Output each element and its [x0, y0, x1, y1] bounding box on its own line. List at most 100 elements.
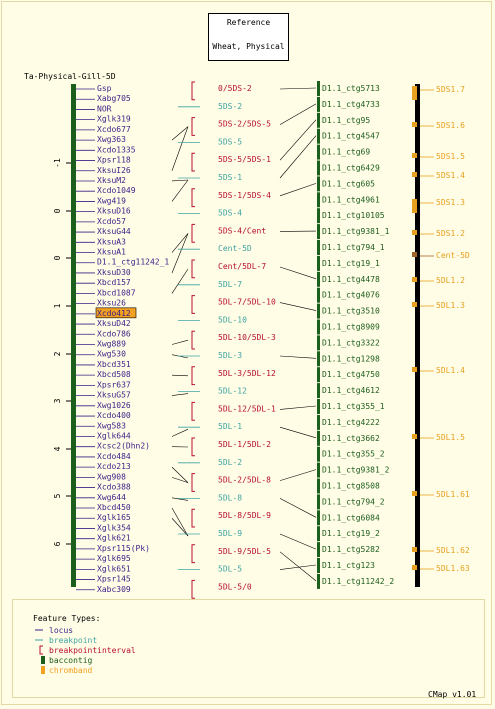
locus-label[interactable]: Xpsr118	[97, 156, 131, 165]
breakpoint-label[interactable]: 5DS-5	[218, 137, 242, 146]
breakpointinterval-label[interactable]: 5DL-10/5DL-3	[218, 333, 276, 342]
locus-label[interactable]: Xwg583	[97, 421, 126, 430]
locus-label[interactable]: Xcsc2(Dhn2)	[97, 442, 150, 451]
baccontig-label[interactable]: D1.1_ctg19_2	[322, 529, 380, 538]
locus-label[interactable]: Xcdo1049	[97, 186, 136, 195]
chromband-label[interactable]: 5DS1.3	[436, 198, 465, 207]
locus-label[interactable]: Xcdo213	[97, 462, 131, 471]
baccontig-label[interactable]: D1.1_ctg9381_2	[322, 466, 390, 475]
breakpoint-label[interactable]: 5DS-2	[218, 102, 242, 111]
locus-label[interactable]: XksuD42	[97, 319, 131, 328]
locus-label[interactable]: Xglk354	[97, 523, 131, 532]
baccontig-label[interactable]: D1.1_ctg355_2	[322, 450, 385, 459]
locus-label[interactable]: Xpsr637	[97, 380, 131, 389]
chromband-label[interactable]: 5DL1.63	[436, 564, 470, 573]
breakpointinterval-label[interactable]: 5DL-12/5DL-1	[218, 404, 276, 413]
baccontig-label[interactable]: D1.1_ctg4478	[322, 275, 380, 284]
baccontig-label[interactable]: D1.1_ctg11242_2	[322, 577, 394, 586]
locus-label[interactable]: Xglk695	[97, 554, 131, 563]
locus-label[interactable]: Xbcd351	[97, 360, 131, 369]
baccontig-label[interactable]: D1.1_ctg10105	[322, 211, 385, 220]
breakpointinterval-label[interactable]: 5DS-5/5DS-1	[218, 155, 271, 164]
chromband-label[interactable]: 5DL1.2	[436, 276, 465, 285]
baccontig-label[interactable]: D1.1_ctg4612	[322, 386, 380, 395]
baccontig-label[interactable]: D1.1_ctg1298	[322, 354, 380, 363]
baccontig-label[interactable]: D1.1_ctg6084	[322, 513, 380, 522]
breakpoint-label[interactable]: 5DL-2	[218, 458, 242, 467]
baccontig-label[interactable]: D1.1_ctg4076	[322, 291, 380, 300]
locus-label[interactable]: Xglk165	[97, 513, 131, 522]
breakpoint-label[interactable]: 5DL-12	[218, 387, 247, 396]
baccontig-label[interactable]: D1.1_ctg4222	[322, 418, 380, 427]
breakpoint-label[interactable]: 5DL-1	[218, 422, 242, 431]
locus-label[interactable]: Xbcd508	[97, 370, 131, 379]
locus-label[interactable]: Xcdo400	[97, 411, 131, 420]
baccontig-label[interactable]: D1.1_ctg8909	[322, 323, 380, 332]
baccontig-label[interactable]: D1.1_ctg605	[322, 179, 375, 188]
locus-label[interactable]: XksuD16	[97, 207, 131, 216]
locus-label[interactable]: Xcdo677	[97, 125, 131, 134]
baccontig-label[interactable]: D1.1_ctg6429	[322, 164, 380, 173]
breakpoint-label[interactable]: Cent-5D	[218, 244, 252, 253]
chromband-label[interactable]: 5DS1.4	[436, 171, 465, 180]
breakpointinterval-label[interactable]: 5DL-8/5DL-9	[218, 511, 271, 520]
baccontig-label[interactable]: D1.1_ctg4961	[322, 195, 380, 204]
locus-label[interactable]: Xwg1026	[97, 401, 131, 410]
locus-label[interactable]: Xglk651	[97, 564, 131, 573]
breakpoint-label[interactable]: 5DL-7	[218, 280, 242, 289]
chromband-label[interactable]: 5DS1.6	[436, 121, 465, 130]
locus-label[interactable]: Xcdo57	[97, 217, 126, 226]
baccontig-label[interactable]: D1.1_ctg123	[322, 561, 375, 570]
breakpointinterval-label[interactable]: 0/5DS-2	[218, 84, 252, 93]
locus-label[interactable]: XksuG44	[97, 227, 131, 236]
baccontig-label[interactable]: D1.1_ctg5282	[322, 545, 380, 554]
breakpoint-label[interactable]: 5DL-10	[218, 315, 247, 324]
chromband-label[interactable]: 5DS1.5	[436, 152, 465, 161]
locus-label[interactable]: XksuM2	[97, 176, 126, 185]
locus-label[interactable]: Xbcd450	[97, 503, 131, 512]
breakpoint-label[interactable]: 5DL-8	[218, 493, 242, 502]
breakpointinterval-label[interactable]: 5DL-7/5DL-10	[218, 298, 276, 307]
locus-label[interactable]: NOR	[97, 104, 112, 113]
baccontig-label[interactable]: D1.1_ctg5713	[322, 84, 380, 93]
locus-label[interactable]: Xglk621	[97, 534, 131, 543]
locus-label[interactable]: Xcdo412	[97, 309, 131, 318]
locus-label[interactable]: Xwg908	[97, 472, 126, 481]
locus-label[interactable]: XksuA3	[97, 237, 126, 246]
locus-label[interactable]: Xabc309	[97, 585, 131, 594]
breakpointinterval-label[interactable]: 5DL-1/5DL-2	[218, 440, 271, 449]
locus-label[interactable]: XksuD30	[97, 268, 131, 277]
chromband-label[interactable]: 5DS1.7	[436, 85, 465, 94]
breakpointinterval-label[interactable]: 5DS-1/5DS-4	[218, 191, 271, 200]
baccontig-label[interactable]: D1.1_ctg3662	[322, 434, 380, 443]
locus-label[interactable]: Gsp	[97, 84, 112, 93]
chromband-label[interactable]: 5DL1.62	[436, 546, 470, 555]
locus-label[interactable]: Xcdo1335	[97, 145, 136, 154]
chromband-label[interactable]: 5DL1.4	[436, 366, 465, 375]
breakpointinterval-label[interactable]: Cent/5DL-7	[218, 262, 266, 271]
breakpointinterval-label[interactable]: 5DL-3/5DL-12	[218, 369, 276, 378]
baccontig-label[interactable]: D1.1_ctg794_2	[322, 497, 385, 506]
map-title[interactable]: Ta-Physical-Gill-5D	[24, 72, 116, 81]
chromband-label[interactable]: 5DL1.5	[436, 433, 465, 442]
locus-label[interactable]: Xglk644	[97, 431, 131, 440]
baccontig-label[interactable]: D1.1_ctg4750	[322, 370, 380, 379]
locus-label[interactable]: Xcdo786	[97, 329, 131, 338]
baccontig-label[interactable]: D1.1_ctg355_1	[322, 402, 385, 411]
breakpoint-label[interactable]: 5DL-5	[218, 565, 242, 574]
baccontig-label[interactable]: D1.1_ctg95	[322, 116, 370, 125]
locus-label[interactable]: Xbcd1087	[97, 288, 136, 297]
baccontig-label[interactable]: D1.1_ctg4733	[322, 100, 380, 109]
chromosome-backbone[interactable]	[71, 84, 76, 587]
baccontig-label[interactable]: D1.1_ctg3510	[322, 307, 380, 316]
baccontig-label[interactable]: D1.1_ctg4547	[322, 132, 380, 141]
baccontig-label[interactable]: D1.1_ctg794_1	[322, 243, 385, 252]
locus-label[interactable]: Xbcd157	[97, 278, 131, 287]
chromband-label[interactable]: 5DL1.61	[436, 490, 470, 499]
breakpoint-label[interactable]: 5DL-3	[218, 351, 242, 360]
locus-label[interactable]: Xksu26	[97, 299, 126, 308]
locus-label[interactable]: Xpsr115(Pk)	[97, 544, 150, 553]
locus-label[interactable]: Xwg889	[97, 340, 126, 349]
baccontig-label[interactable]: D1.1_ctg69	[322, 148, 370, 157]
locus-label[interactable]: Xcdo388	[97, 483, 131, 492]
